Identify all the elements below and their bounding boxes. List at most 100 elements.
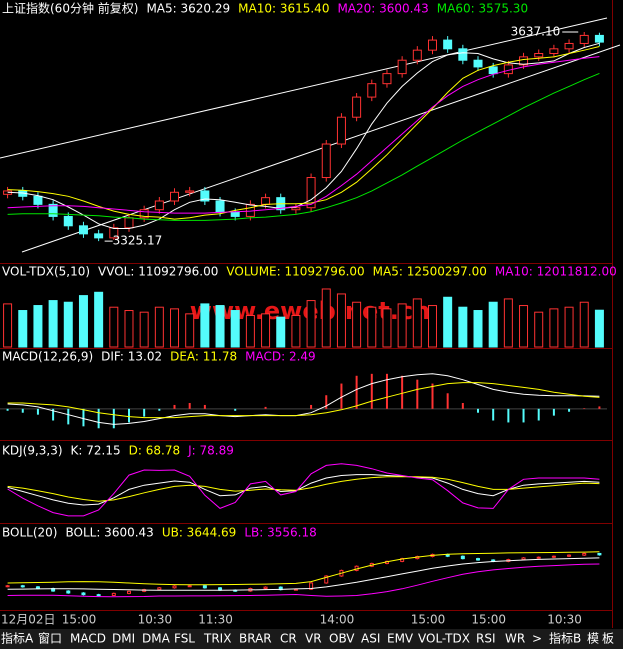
volume-bar <box>78 295 88 348</box>
candle-body <box>109 227 119 239</box>
series-line <box>7 382 600 419</box>
toolbar-tab[interactable]: DMI <box>112 632 135 646</box>
candle-body <box>139 209 149 219</box>
candle-body <box>20 585 25 588</box>
toolbar-tab[interactable]: WR <box>505 632 525 646</box>
trend-line <box>0 17 608 159</box>
header-label: BOLL(20) <box>2 526 57 540</box>
volume-bar <box>534 311 544 348</box>
header-label: LB: 3556.18 <box>244 526 316 540</box>
volume-bar <box>458 306 468 348</box>
annotation: 3637.10 <box>511 24 561 38</box>
candle-body <box>549 48 559 55</box>
header-label: MA60: 3575.30 <box>437 2 528 16</box>
header-label: VVOL: 11092796.00 <box>98 265 218 279</box>
toolbar-tab[interactable]: 板 <box>602 632 614 646</box>
volume-bar <box>306 300 316 348</box>
header-label: K: 72.15 <box>71 444 121 458</box>
volume-bar <box>579 301 589 348</box>
header-label: VOLUME: 11092796.00 <box>226 265 364 279</box>
candle-body <box>187 585 192 588</box>
candle-body <box>336 116 346 145</box>
candle-body <box>521 557 526 561</box>
panel-frames <box>0 0 613 628</box>
volume-bar <box>412 298 422 348</box>
candle-body <box>324 575 329 584</box>
volume-bar <box>321 288 331 348</box>
series-line <box>7 56 600 214</box>
toolbar-tab[interactable]: EMV <box>387 632 414 646</box>
volume-bar <box>473 310 483 348</box>
toolbar-tab[interactable]: 指标A <box>1 631 34 646</box>
toolbar-tab[interactable]: 指标B <box>549 631 581 646</box>
x-tick-label: 10:30 <box>138 613 173 627</box>
toolbar-tab[interactable]: MACD <box>70 632 106 646</box>
candle-body <box>5 585 10 588</box>
volume-bar <box>3 303 13 348</box>
toolbar-tab[interactable]: 模 <box>587 632 599 646</box>
x-tick-label: 11:30 <box>198 613 233 627</box>
header-label: MA5: 12500297.00 <box>373 265 487 279</box>
x-tick-label: 15:00 <box>62 613 97 627</box>
volume-bar <box>124 310 134 348</box>
candle-body <box>309 582 314 590</box>
candle-body <box>534 53 544 58</box>
volume-bar <box>549 308 559 348</box>
candle-body <box>458 48 468 61</box>
candle-body <box>96 594 101 597</box>
candle-body <box>202 585 207 589</box>
x-tick-label: 10:30 <box>547 613 582 627</box>
toolbar-tab[interactable]: RSI <box>476 632 496 646</box>
candle-body <box>111 592 116 596</box>
candle-body <box>126 590 131 594</box>
header-label: 上证指数(60分钟 前复权) <box>2 1 138 16</box>
series-line <box>7 563 600 598</box>
header-label: J: 78.89 <box>187 444 234 458</box>
volume-bar <box>519 305 529 348</box>
toolbar-tab[interactable]: FSL <box>174 632 195 646</box>
series-line <box>7 72 600 221</box>
volume-bar <box>488 301 498 348</box>
candle-body <box>81 592 86 596</box>
candle-body <box>66 590 71 594</box>
candle-body <box>582 552 587 556</box>
header-label: MACD: 2.49 <box>245 350 316 364</box>
volume-bar <box>336 293 346 348</box>
toolbar-tab[interactable]: TRIX <box>203 632 231 646</box>
candle-body <box>443 39 453 50</box>
candle-body <box>33 195 43 205</box>
candle-body <box>352 96 362 118</box>
volume-bar <box>397 303 407 348</box>
volume-bar <box>200 303 210 348</box>
volume-bar <box>170 308 180 348</box>
toolbar-tab[interactable]: OBV <box>329 632 355 646</box>
candle-body <box>48 203 58 217</box>
x-tick-label: 15:00 <box>471 613 506 627</box>
toolbar-tab[interactable]: VOL-TDX <box>418 632 470 646</box>
toolbar-tab[interactable]: BRAR <box>239 632 272 646</box>
x-tick-label: 12月02日 <box>1 613 56 627</box>
toolbar-tab[interactable]: CR <box>280 632 297 646</box>
candle-body <box>94 233 104 239</box>
candle-body <box>488 66 498 75</box>
candle-body <box>427 39 437 51</box>
candle-body <box>476 558 481 561</box>
volume-bar <box>94 291 104 348</box>
toolbar-tab[interactable]: VR <box>305 632 322 646</box>
volume-bar <box>382 308 392 348</box>
candle-body <box>382 73 392 85</box>
toolbar-tab[interactable]: DMA <box>142 632 171 646</box>
header-label: MA20: 3600.43 <box>337 2 428 16</box>
candle-body <box>460 555 465 560</box>
candle-body <box>306 177 316 209</box>
x-tick-label: 15:00 <box>411 613 446 627</box>
annotation: 3325.17 <box>113 234 163 248</box>
toolbar-tab[interactable]: ASI <box>361 632 380 646</box>
candle-body <box>597 552 602 556</box>
header-label: KDJ(9,3,3) <box>2 444 63 458</box>
candle-body <box>397 59 407 75</box>
volume-bar <box>230 310 240 348</box>
toolbar-tab[interactable]: > <box>532 632 542 646</box>
toolbar-tab[interactable]: 窗口 <box>38 632 62 646</box>
